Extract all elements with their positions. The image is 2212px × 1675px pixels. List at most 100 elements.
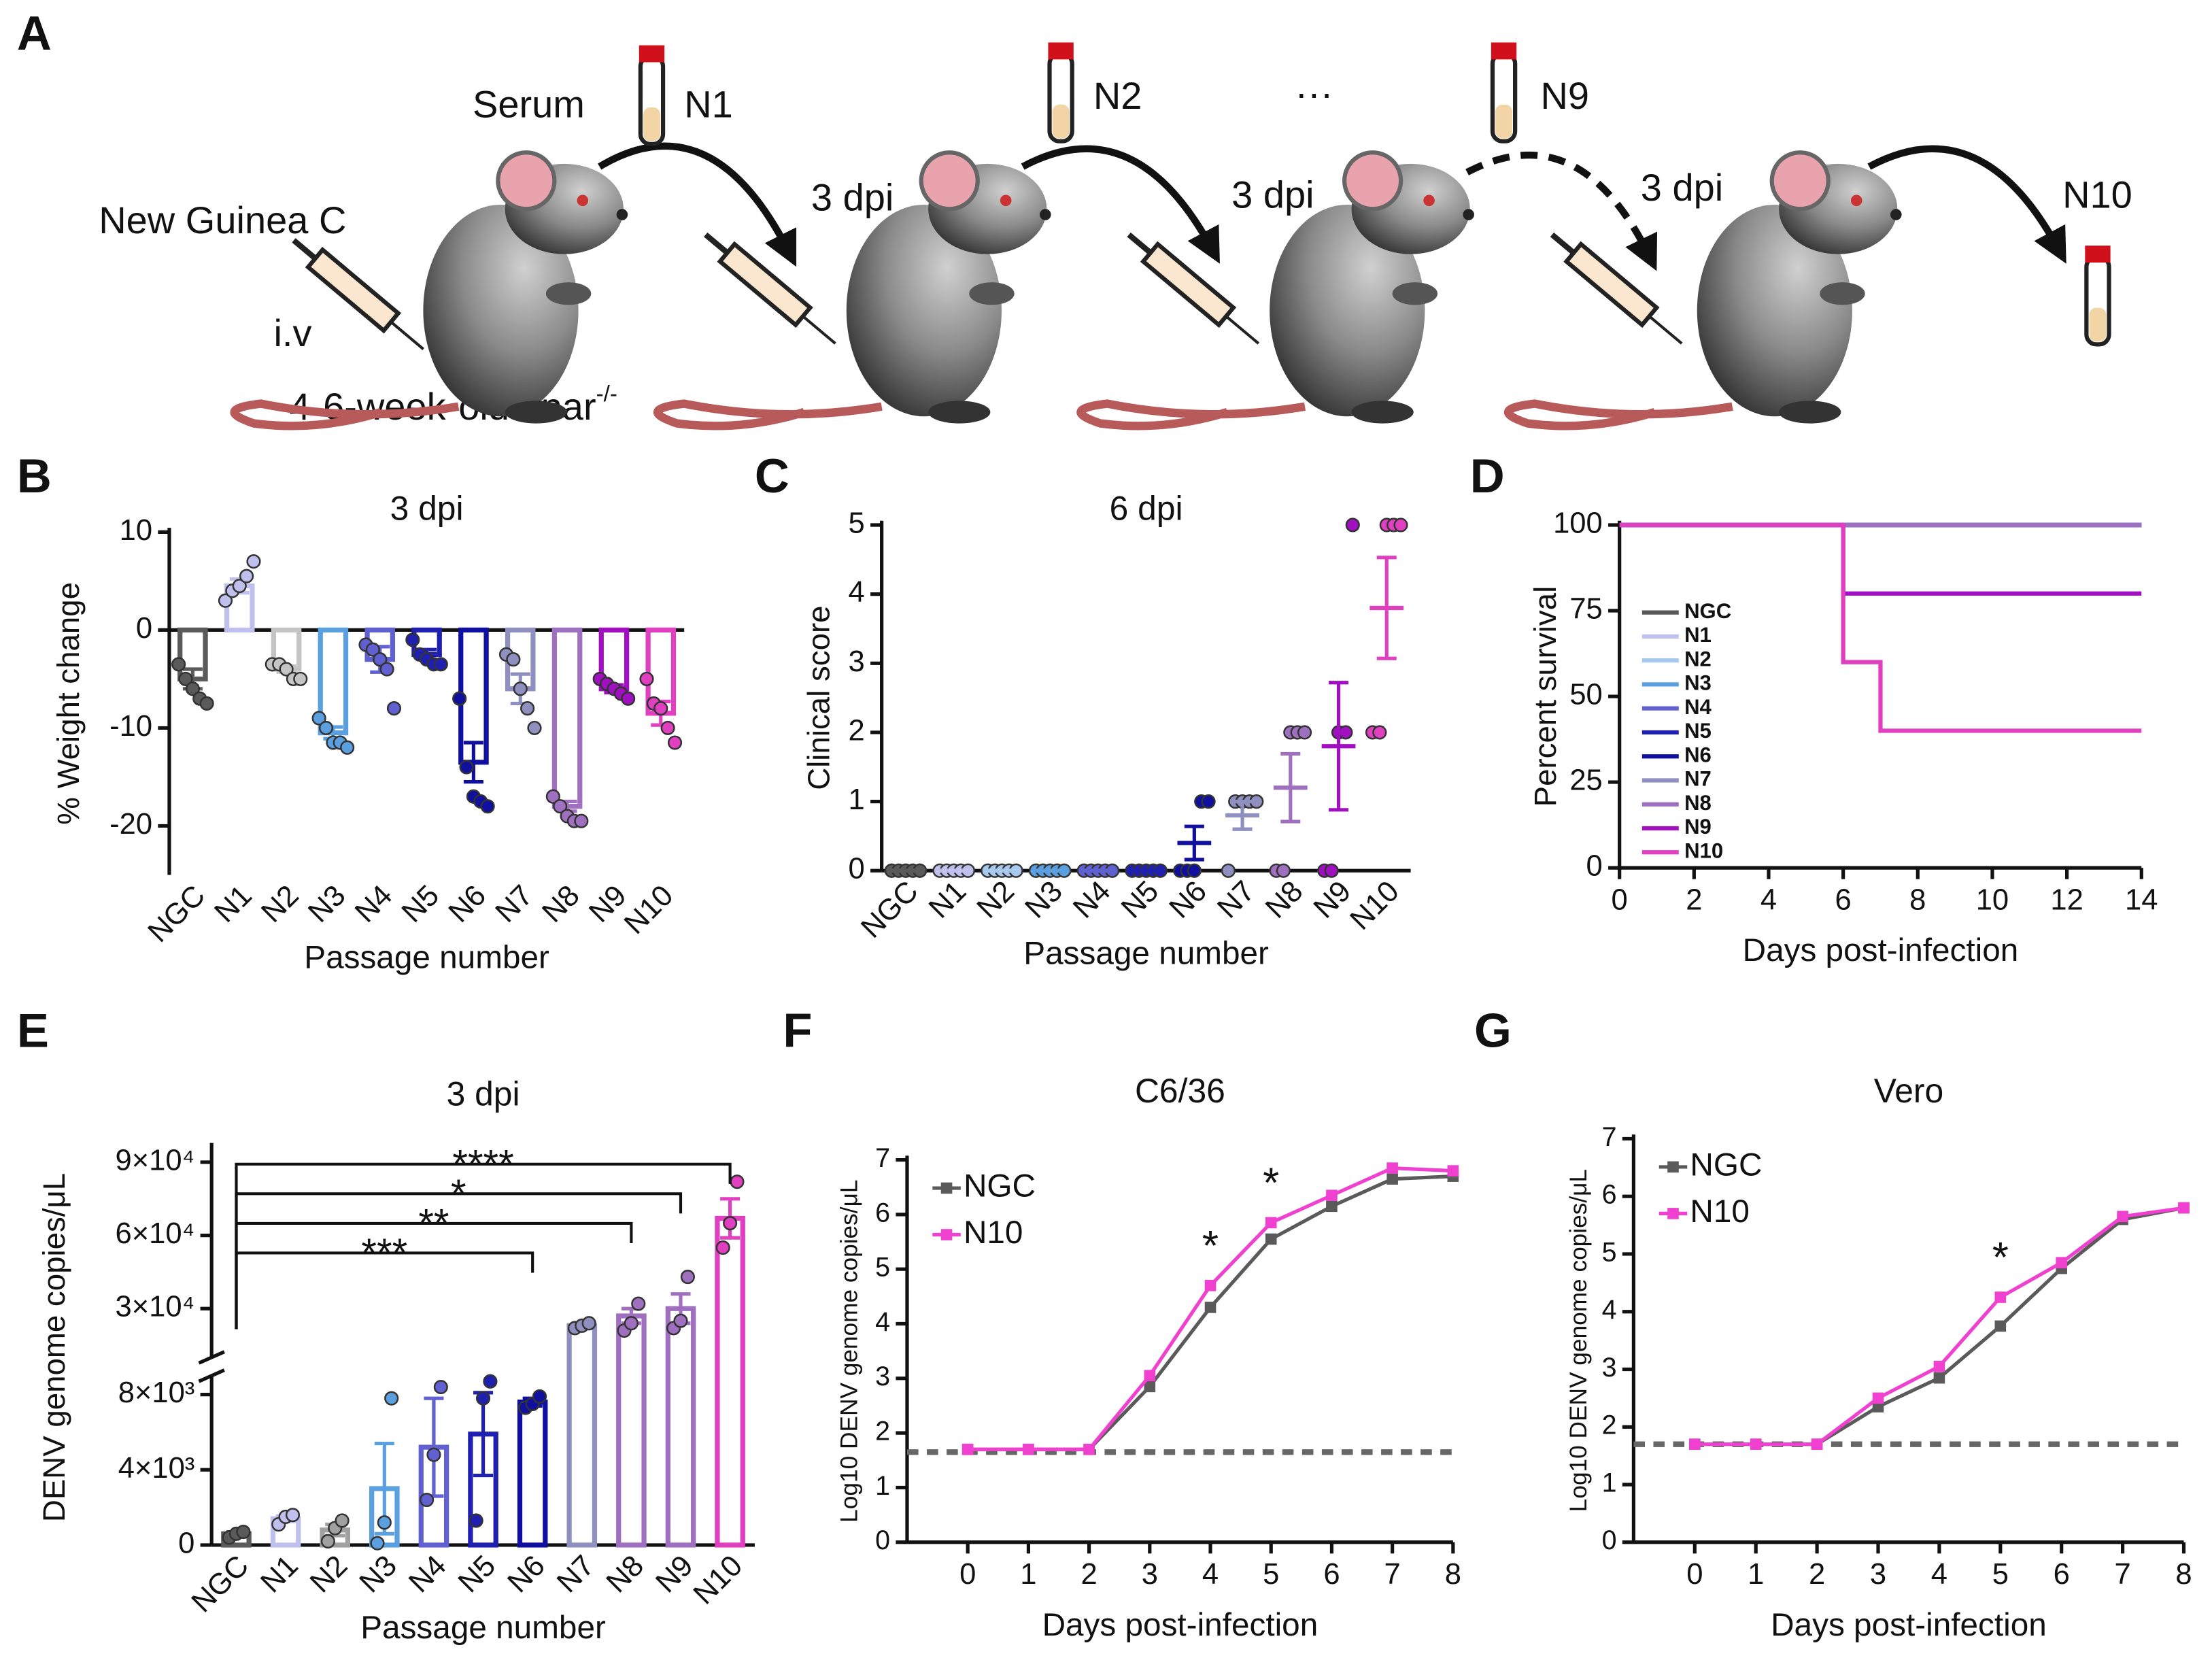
y-tick-label: 0 (1586, 850, 1603, 883)
significance-label: * (1263, 1160, 1279, 1206)
significance-label: * (1992, 1234, 2009, 1281)
arrow (598, 142, 797, 267)
data-point (730, 1174, 745, 1189)
mouse-body (1697, 205, 1852, 417)
significance-label: * (451, 1172, 466, 1216)
data-point (2056, 1257, 2068, 1268)
x-axis-label: Days post-infection (1743, 932, 2019, 968)
sample-label: N1 (684, 83, 733, 126)
x-tick-label: N3 (302, 879, 352, 929)
panel-label: B (17, 449, 52, 503)
panel-label: A (17, 6, 52, 60)
data-point (1393, 518, 1408, 532)
legend-label: N10 (964, 1215, 1023, 1251)
significance-bracket (235, 1251, 534, 1330)
tube-serum (2089, 307, 2107, 342)
y-tick-label: 5 (1602, 1237, 1617, 1267)
x-tick-label: 2 (1809, 1558, 1825, 1591)
x-tick-label: N5 (452, 1549, 502, 1599)
data-point (639, 671, 654, 686)
data-point (513, 681, 528, 696)
x-tick-label: 10 (1976, 883, 2009, 916)
y-axis-label: % Weight change (51, 582, 86, 825)
mouse-eye (1423, 194, 1435, 207)
data-point (469, 1513, 483, 1528)
mouse-body (423, 205, 579, 417)
mouse-foot (1779, 401, 1841, 424)
data-point (433, 657, 448, 672)
data-point (405, 632, 420, 647)
significance-label: **** (452, 1142, 513, 1186)
legend-label: NGC (1690, 1147, 1762, 1183)
data-point (239, 569, 254, 583)
bar (715, 1215, 745, 1548)
y-tick-label: 4 (875, 1307, 890, 1337)
syringe (1127, 232, 1260, 345)
y-axis-label: DENV genome copies/μL (37, 1173, 71, 1522)
x-tick-label: 0 (959, 1558, 976, 1591)
x-tick-label: 8 (2175, 1558, 2192, 1591)
x-tick-label: N7 (490, 879, 539, 929)
y-tick-label: 2 (849, 714, 865, 747)
mouse-nose (1463, 209, 1474, 220)
x-tick-label: 4 (1202, 1558, 1219, 1591)
y-tick-label: -10 (109, 710, 152, 743)
x-tick-label: N6 (1163, 875, 1213, 924)
mouse-eye (577, 194, 589, 207)
x-axis-label: Passage number (304, 940, 549, 976)
data-point (667, 735, 683, 750)
legend-label: N5 (1684, 719, 1712, 743)
syringe-needle (802, 315, 836, 345)
data-point (1338, 725, 1353, 740)
syringe-needle (390, 320, 424, 350)
data-point (962, 1443, 974, 1455)
legend-marker (940, 1182, 953, 1194)
mouse-tail (1503, 399, 1733, 430)
y-tick-label: 0 (136, 612, 152, 645)
chart-title: C6/36 (1135, 1072, 1225, 1110)
x-tick-label: N3 (354, 1549, 403, 1599)
data-point (1326, 1200, 1338, 1213)
x-tick-label: N4 (403, 1549, 452, 1599)
data-point (373, 652, 388, 667)
mouse-foot (928, 401, 991, 424)
significance-label: * (1202, 1223, 1219, 1270)
data-point (520, 701, 535, 716)
x-tick-label: 7 (2114, 1558, 2130, 1591)
x-tick-label: N4 (349, 879, 398, 929)
error-bar (1232, 800, 1253, 831)
syringe-plunger (1550, 232, 1576, 255)
y-tick-label: 2 (875, 1417, 890, 1446)
data-point (1994, 1320, 2007, 1332)
x-tick-label: NGC (855, 875, 924, 944)
error-bar (1376, 556, 1397, 660)
x-tick-label: 1 (1020, 1558, 1036, 1591)
data-point (340, 740, 355, 755)
mouse-ear (919, 150, 980, 212)
data-point (1265, 1217, 1277, 1229)
syringe (1550, 232, 1683, 345)
x-axis-label: Days post-infection (1042, 1607, 1318, 1643)
y-tick-label: 6×10⁴ (115, 1217, 194, 1250)
x-tick-label: NGC (142, 879, 211, 949)
significance-bracket (235, 1162, 732, 1330)
data-point (365, 642, 380, 657)
mouse-eye (1850, 194, 1862, 207)
data-point (178, 671, 193, 686)
data-point (1324, 863, 1339, 878)
data-point (1372, 725, 1387, 740)
bar (665, 1306, 696, 1548)
axis-break (198, 1350, 225, 1365)
x-tick-label: N1 (923, 875, 972, 924)
x-tick-label: 2 (1686, 883, 1702, 916)
data-point (1872, 1392, 1884, 1404)
bar (551, 627, 583, 809)
arrow (1465, 151, 1658, 271)
y-tick-label: 6 (875, 1198, 890, 1228)
y-tick-label: 7 (875, 1143, 890, 1173)
x-axis-label: Days post-infection (1771, 1607, 2047, 1643)
tube-cap (639, 45, 665, 63)
x-tick-label: 3 (1870, 1558, 1886, 1591)
data-point (1204, 1279, 1216, 1291)
